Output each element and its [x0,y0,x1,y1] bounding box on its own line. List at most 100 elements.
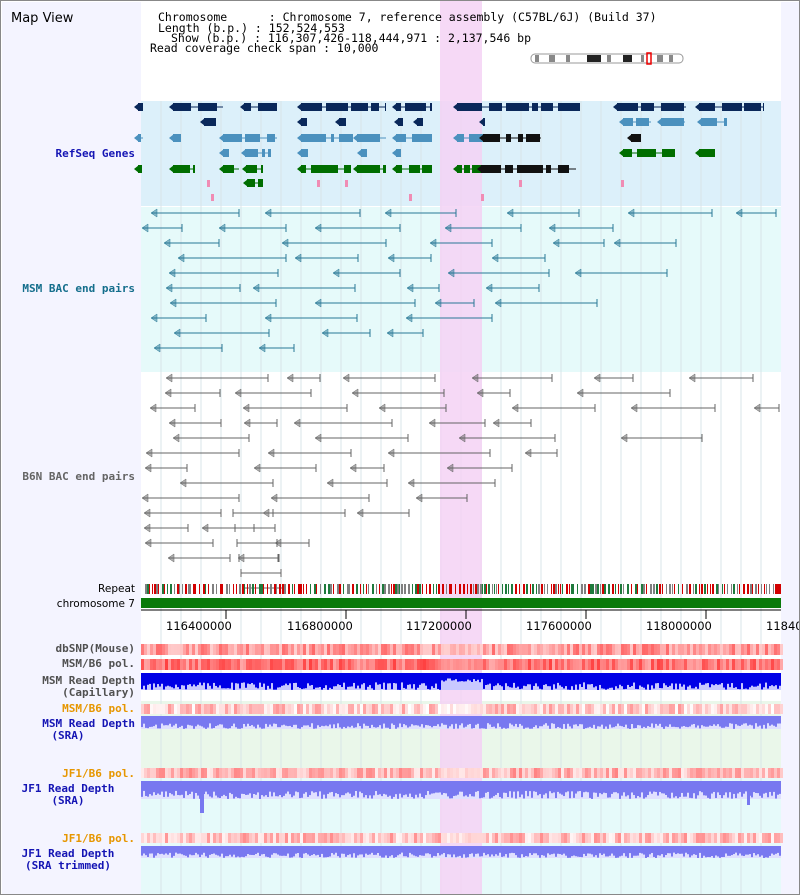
depth-bar [457,846,459,857]
heat-cell [723,768,726,778]
gene-strand-arrow [169,165,174,173]
heat-cell [153,704,156,714]
heat-cell [393,833,396,843]
repeat-mark [637,584,638,594]
depth-bar [309,846,311,856]
depth-bar [149,716,151,727]
depth-bar [741,846,743,856]
depth-bar [257,781,259,793]
depth-bar [369,781,371,796]
repeat-mark [399,584,400,594]
depth-bar [331,846,333,854]
depth-bar [321,846,323,854]
gene-strand-arrow [453,165,458,173]
depth-bar [465,846,467,858]
depth-bar [445,716,447,725]
track-label-b6n-bac[interactable]: B6N BAC end pairs [22,470,135,483]
bac-end [356,508,364,518]
heat-cell [588,659,591,670]
heat-cell [528,833,531,843]
heat-cell [219,659,222,670]
depth-bar [483,846,485,853]
depth-bar [609,781,611,798]
heat-cell [174,704,177,714]
depth-bar [575,716,577,725]
heat-cell [270,644,273,655]
depth-bar [451,781,453,799]
depth-bar [231,781,233,795]
depth-bar [493,716,495,727]
repeat-mark [777,584,779,594]
depth-bar [777,716,779,724]
bac-end [494,298,502,308]
gene-exon [204,118,216,126]
heat-cell [528,704,531,714]
heat-cell [327,659,330,670]
heat-cell [486,704,489,714]
depth-bar [411,716,413,725]
gene-exon [301,118,307,126]
depth-bar [291,673,293,690]
heat-cell [726,833,729,843]
depth-bar [273,673,275,690]
depth-bar [767,716,769,724]
heat-cell [207,704,210,714]
repeat-mark [199,584,200,594]
depth-bar [741,716,743,725]
track-label-msm-bac[interactable]: MSM BAC end pairs [22,282,135,295]
depth-bar [259,673,261,683]
gene-exon [247,179,255,187]
repeat-mark [446,584,447,594]
heat-cell [495,644,498,655]
gene-exon [631,134,641,142]
repeat-mark [239,584,241,594]
depth-bar [407,673,409,685]
depth-bar [533,716,535,727]
repeat-mark [419,584,421,594]
depth-bar [257,846,259,853]
track-label-refseq[interactable]: RefSeq Genes [55,147,135,160]
depth-bar [649,846,651,855]
heat-cell [771,833,774,843]
depth-bar [269,716,271,725]
depth-bar [153,716,155,727]
depth-bar [187,781,189,796]
depth-bar [351,716,353,726]
heat-cell [147,644,150,655]
depth-bar [215,716,217,727]
depth-bar [765,716,767,729]
depth-bar [417,781,419,798]
depth-bar [679,716,681,729]
heat-cell [663,644,666,655]
track-label-jf1-depth-trim-2: (SRA trimmed) [24,859,112,872]
depth-bar [581,781,583,798]
heat-cell [672,659,675,670]
depth-bar [375,673,377,683]
depth-bar [181,673,183,686]
heat-cell [651,644,654,655]
heat-cell [537,659,540,670]
depth-bar [173,781,175,796]
repeat-mark [532,584,534,594]
heat-cell [291,768,294,778]
depth-bar [655,781,657,792]
heat-cell [318,768,321,778]
heat-cell [372,704,375,714]
depth-bar [263,673,265,684]
heat-cell [648,644,651,655]
gene-strand-arrow [353,134,358,142]
depth-bar [559,781,561,794]
repeat-mark [538,584,540,594]
depth-bar [335,716,337,729]
heat-cell [543,833,546,843]
repeat-mark [773,584,774,594]
heat-cell [150,768,153,778]
repeat-mark [473,584,474,594]
heat-cell [222,833,225,843]
depth-bar [441,846,443,855]
gene-strand-arrow [297,134,302,142]
heat-cell [585,659,588,670]
gene-exon [457,134,464,142]
depth-bar [485,846,487,856]
